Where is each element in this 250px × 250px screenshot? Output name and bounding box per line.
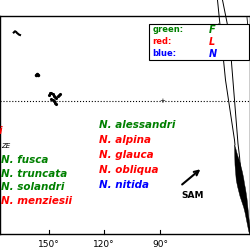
Text: blue:: blue: bbox=[152, 50, 176, 58]
Text: N: N bbox=[209, 49, 217, 59]
Text: N. alpina: N. alpina bbox=[99, 135, 151, 145]
Text: N. glauca: N. glauca bbox=[99, 150, 154, 160]
Text: 90°: 90° bbox=[152, 240, 168, 249]
Text: N. menziesii: N. menziesii bbox=[1, 196, 72, 206]
Text: F: F bbox=[209, 25, 216, 35]
Text: SAM: SAM bbox=[181, 190, 204, 200]
Text: i: i bbox=[0, 126, 2, 136]
Text: 150°: 150° bbox=[38, 240, 60, 249]
Text: L: L bbox=[209, 37, 215, 47]
Text: 120°: 120° bbox=[93, 240, 114, 249]
Text: N. obliqua: N. obliqua bbox=[99, 165, 158, 175]
Text: N. fusca: N. fusca bbox=[1, 155, 48, 165]
FancyBboxPatch shape bbox=[149, 24, 249, 60]
Text: N. solandri: N. solandri bbox=[1, 182, 64, 192]
Text: N. nitida: N. nitida bbox=[99, 180, 149, 190]
Text: +: + bbox=[159, 98, 165, 104]
Text: ZE: ZE bbox=[1, 143, 11, 149]
Text: N. truncata: N. truncata bbox=[1, 169, 68, 179]
Text: green:: green: bbox=[152, 25, 184, 34]
Text: N. alessandri: N. alessandri bbox=[99, 120, 175, 130]
Polygon shape bbox=[234, 145, 250, 234]
Text: red:: red: bbox=[152, 37, 172, 46]
